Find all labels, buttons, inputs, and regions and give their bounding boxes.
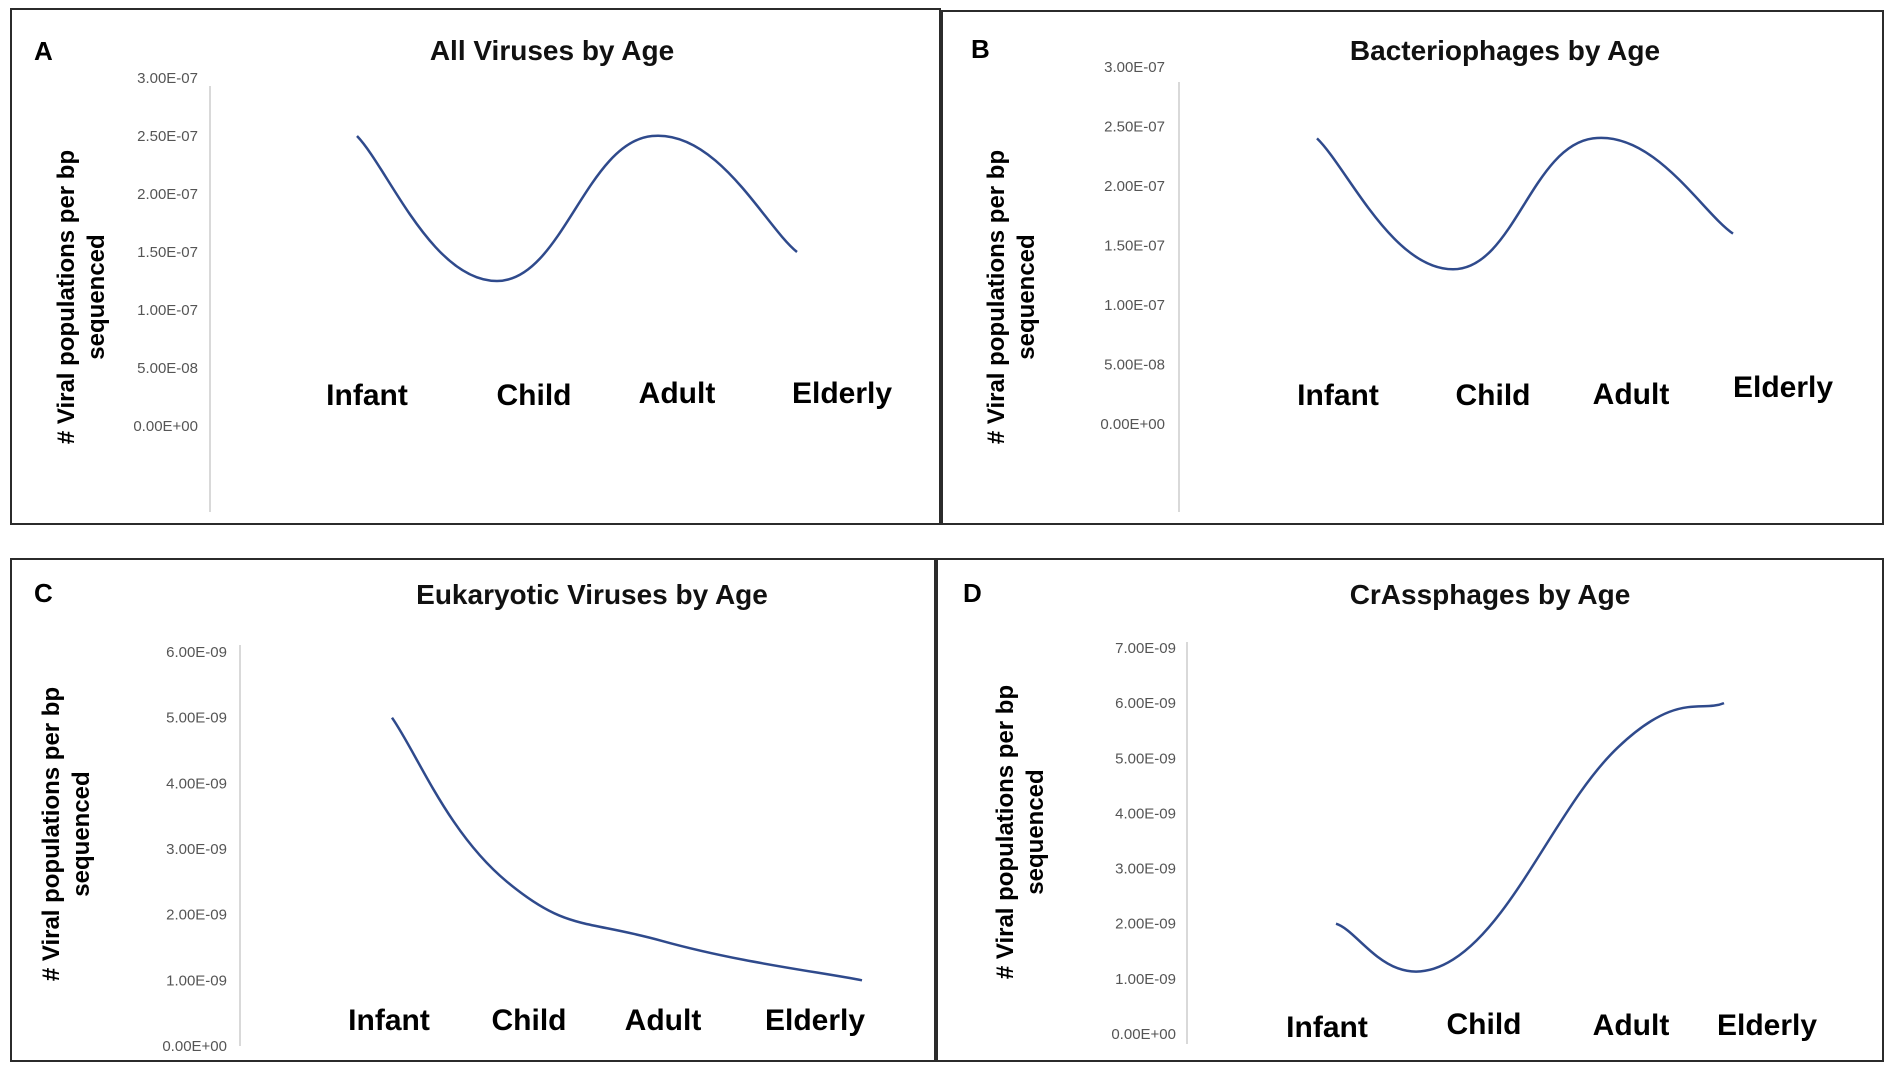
chart-c-svg: C Eukaryotic Viruses by Age # Viral popu… xyxy=(34,578,865,1055)
chart-c-ylabel-line2: sequenced xyxy=(68,771,95,896)
chart-d-series-line xyxy=(1335,701,1725,973)
chart-a-categories: Infant Child Adult Elderly xyxy=(326,377,892,412)
chart-c-ylabel: # Viral populations per bp sequenced xyxy=(38,687,95,981)
chart-c-ylabel-line1: # Viral populations per bp xyxy=(38,687,65,981)
chart-a-category-label: Adult xyxy=(639,377,716,410)
chart-d-svg: D CrAssphages by Age # Viral populations… xyxy=(963,578,1817,1044)
chart-b-ytick-label: 1.00E-07 xyxy=(1104,297,1165,314)
chart-c-category-label: Infant xyxy=(348,1004,430,1037)
chart-d-ytick-label: 3.00E-09 xyxy=(1115,861,1176,878)
chart-a-ytick-label: 2.50E-07 xyxy=(137,128,198,145)
chart-b-yticks: 0.00E+00 5.00E-08 1.00E-07 1.50E-07 2.00E-07… xyxy=(1100,59,1165,433)
chart-b-ylabel-line2: sequenced xyxy=(1013,234,1040,359)
chart-c-ytick-label: 5.00E-09 xyxy=(166,710,227,727)
chart-d-ytick-label: 7.00E-09 xyxy=(1115,640,1176,657)
chart-b-category-label: Elderly xyxy=(1733,371,1833,404)
chart-d-ytick-label: 5.00E-09 xyxy=(1115,750,1176,767)
chart-c-ytick-label: 4.00E-09 xyxy=(166,775,227,792)
chart-a-category-label: Child xyxy=(497,379,572,412)
chart-a-ylabel-line1: # Viral populations per bp xyxy=(53,150,80,444)
chart-b-ylabel-line1: # Viral populations per bp xyxy=(983,150,1010,444)
chart-a-svg: A All Viruses by Age # Viral populations… xyxy=(34,35,892,512)
chart-a-yticks: 0.00E+00 5.00E-08 1.00E-07 1.50E-07 2.00E-07… xyxy=(133,70,198,435)
chart-d-ytick-label: 2.00E-09 xyxy=(1115,916,1176,933)
chart-d-ytick-label: 1.00E-09 xyxy=(1115,971,1176,988)
chart-b-ytick-label: 2.00E-07 xyxy=(1104,178,1165,195)
chart-b-ytick-label: 1.50E-07 xyxy=(1104,238,1165,255)
chart-b-svg: B Bacteriophages by Age # Viral populati… xyxy=(971,34,1833,512)
chart-b-ytick-label: 2.50E-07 xyxy=(1104,119,1165,136)
chart-c-series-line xyxy=(390,716,863,982)
chart-c-category-label: Elderly xyxy=(765,1004,865,1037)
chart-c-ytick-label: 2.00E-09 xyxy=(166,907,227,924)
chart-d-ytick-label: 4.00E-09 xyxy=(1115,805,1176,822)
chart-a-title: All Viruses by Age xyxy=(430,35,674,66)
chart-c-category-label: Adult xyxy=(625,1004,702,1037)
chart-d-ylabel-line1: # Viral populations per bp xyxy=(992,685,1019,979)
panel-b-letter: B xyxy=(971,34,990,64)
panel-d-letter: D xyxy=(963,578,982,608)
chart-a-ytick-label: 3.00E-07 xyxy=(137,70,198,87)
chart-a-ytick-label: 5.00E-08 xyxy=(137,360,198,377)
chart-b-series-line xyxy=(1316,136,1734,271)
chart-d-categories: Infant Child Adult Elderly xyxy=(1286,1008,1817,1044)
chart-a-ytick-label: 2.00E-07 xyxy=(137,186,198,203)
panel-b: B Bacteriophages by Age # Viral populati… xyxy=(941,10,1884,525)
chart-a-category-label: Infant xyxy=(326,379,408,412)
chart-d-ylabel-line2: sequenced xyxy=(1022,769,1049,894)
chart-c-ytick-label: 3.00E-09 xyxy=(166,841,227,858)
chart-c-category-label: Child xyxy=(492,1004,567,1037)
chart-d-yticks: 0.00E+00 1.00E-09 2.00E-09 3.00E-09 4.00E-09… xyxy=(1111,640,1176,1043)
chart-d-category-label: Infant xyxy=(1286,1011,1368,1044)
panel-a-letter: A xyxy=(34,36,53,66)
chart-b-category-label: Child xyxy=(1456,379,1531,412)
chart-b-ytick-label: 5.00E-08 xyxy=(1104,357,1165,374)
panel-d: D CrAssphages by Age # Viral populations… xyxy=(936,558,1884,1062)
chart-d-ytick-label: 6.00E-09 xyxy=(1115,695,1176,712)
chart-d-category-label: Child xyxy=(1447,1008,1522,1041)
chart-a-series-line xyxy=(356,134,798,283)
chart-c-ytick-label: 1.00E-09 xyxy=(166,972,227,989)
chart-d-ytick-label: 0.00E+00 xyxy=(1111,1026,1176,1043)
chart-a-ylabel: # Viral populations per bp sequenced xyxy=(53,150,110,444)
chart-b-category-label: Adult xyxy=(1593,378,1670,411)
chart-c-yticks: 0.00E+00 1.00E-09 2.00E-09 3.00E-09 4.00E-09… xyxy=(162,644,227,1055)
chart-d-ylabel: # Viral populations per bp sequenced xyxy=(992,685,1049,979)
chart-c-title: Eukaryotic Viruses by Age xyxy=(416,579,768,610)
chart-a-ytick-label: 1.50E-07 xyxy=(137,244,198,261)
chart-d-title: CrAssphages by Age xyxy=(1350,579,1631,610)
chart-b-ylabel: # Viral populations per bp sequenced xyxy=(983,150,1040,444)
chart-d-category-label: Elderly xyxy=(1717,1009,1817,1042)
chart-c-ytick-label: 0.00E+00 xyxy=(162,1038,227,1055)
panel-c: C Eukaryotic Viruses by Age # Viral popu… xyxy=(10,558,936,1062)
chart-a-ytick-label: 1.00E-07 xyxy=(137,302,198,319)
chart-d-category-label: Adult xyxy=(1593,1009,1670,1042)
chart-a-ytick-label: 0.00E+00 xyxy=(133,418,198,435)
chart-b-category-label: Infant xyxy=(1297,379,1379,412)
chart-c-ytick-label: 6.00E-09 xyxy=(166,644,227,661)
panel-c-letter: C xyxy=(34,578,53,608)
chart-b-ytick-label: 3.00E-07 xyxy=(1104,59,1165,76)
chart-a-category-label: Elderly xyxy=(792,377,892,410)
chart-c-categories: Infant Child Adult Elderly xyxy=(348,1004,865,1037)
chart-a-ylabel-line2: sequenced xyxy=(83,234,110,359)
panel-a: A All Viruses by Age # Viral populations… xyxy=(10,8,941,525)
chart-b-title: Bacteriophages by Age xyxy=(1350,35,1660,66)
chart-b-ytick-label: 0.00E+00 xyxy=(1100,416,1165,433)
chart-b-categories: Infant Child Adult Elderly xyxy=(1297,371,1833,412)
